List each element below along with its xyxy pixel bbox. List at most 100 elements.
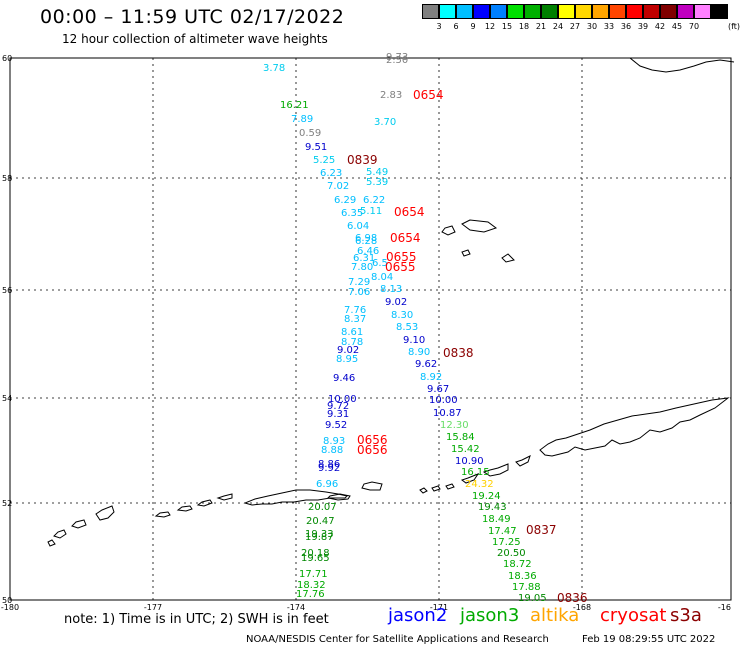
colorbar-swatch [609, 4, 626, 19]
wave-height-label: 16.21 [280, 100, 309, 111]
wave-height-label: 24.32 [465, 479, 494, 490]
wave-height-label: 19.24 [472, 491, 501, 502]
pass-time-label: 0836 [557, 591, 588, 605]
colorbar-swatch [643, 4, 660, 19]
latitude-label: 54 [2, 394, 12, 403]
footer-note: note: 1) Time is in UTC; 2) SWH is in fe… [64, 612, 329, 627]
island-small-a [445, 483, 455, 490]
wave-height-label: 8.88 [321, 445, 343, 456]
island-rat-c [176, 505, 193, 512]
wave-height-label: 20.50 [497, 548, 526, 559]
wave-height-label: 6.04 [347, 221, 369, 232]
colorbar-label: 12 [484, 22, 496, 31]
island-rat-b [196, 499, 213, 507]
wave-height-label: 19.65 [301, 553, 330, 564]
lat-lon-grid [9, 57, 732, 601]
colorbar-label: 30 [586, 22, 598, 31]
wave-height-label: 10.00 [429, 395, 458, 406]
wave-height-label: 18.32 [297, 580, 326, 591]
wave-height-label: 19.43 [478, 502, 507, 513]
wave-height-label: 6.29 [334, 195, 356, 206]
timestamp-text: Feb 19 08:29:55 UTC 2022 [582, 634, 716, 645]
wave-height-label: 5.25 [313, 155, 335, 166]
island-near-a [95, 505, 115, 521]
island-nunivak [461, 219, 498, 233]
longitude-label: -171 [430, 603, 448, 612]
colorbar-label: 27 [569, 22, 581, 31]
wave-height-label: 16.15 [461, 467, 490, 478]
wave-height-label: 8.13 [380, 284, 402, 295]
wave-height-label: 7.89 [291, 114, 313, 125]
colorbar-swatch [711, 4, 728, 19]
wave-height-label: 18.36 [508, 571, 537, 582]
colorbar-label: 36 [620, 22, 632, 31]
wave-height-label: 8.04 [371, 272, 393, 283]
wave-height-label: 9.92 [318, 463, 340, 474]
wave-height-label: 17.47 [488, 526, 517, 537]
longitude-label: -177 [144, 603, 162, 612]
wave-height-label: 8.86 [318, 459, 340, 470]
wave-height-label: 7.76 [344, 305, 366, 316]
wave-height-label: 17.25 [492, 537, 521, 548]
wave-height-label: 5.11 [360, 206, 382, 217]
colorbar-label: 70 [688, 22, 700, 31]
wave-height-label: 8.92 [420, 372, 442, 383]
wave-height-label: 7.29 [348, 277, 370, 288]
colorbar-swatch [490, 4, 507, 19]
pass-time-label: 0656 [357, 433, 388, 447]
wave-height-label: 20.07 [308, 502, 337, 513]
pass-time-label: 0838 [443, 346, 474, 360]
island-umnak [460, 472, 480, 484]
colorbar-label: 33 [603, 22, 615, 31]
map-frame [9, 57, 732, 601]
colorbar-swatch [422, 4, 439, 19]
latitude-label: 58 [2, 174, 12, 183]
wave-height-label: 17.76 [296, 589, 325, 600]
wave-height-label: 17.71 [299, 569, 328, 580]
wave-height-label: 3.78 [263, 63, 285, 74]
wave-height-label: 19.87 [305, 532, 334, 543]
wave-height-label: 2.50 [386, 55, 408, 66]
colorbar-swatch [660, 4, 677, 19]
wave-height-label: 9.73 [386, 52, 408, 63]
colorbar-swatch [626, 4, 643, 19]
wave-height-label: 6.5 [372, 258, 388, 269]
island-near-d [47, 539, 56, 547]
wave-height-label: 9.31 [327, 409, 349, 420]
wave-height-label: 2.83 [380, 90, 402, 101]
island-st-george [461, 249, 471, 257]
wave-height-label: 6.28 [355, 236, 377, 247]
colorbar-unit: (ft) [727, 22, 740, 31]
wave-height-label: 10.87 [433, 408, 462, 419]
wave-height-label: 9.52 [325, 420, 347, 431]
pass-time-label: 0655 [385, 260, 416, 274]
wave-height-label: 9.46 [333, 373, 355, 384]
wave-height-label: 6.22 [363, 195, 385, 206]
latitude-label: 52 [2, 499, 12, 508]
wave-height-label: 6.96 [316, 479, 338, 490]
wave-height-label: 18.72 [503, 559, 532, 570]
wave-height-label: 17.88 [512, 582, 541, 593]
wave-height-label: 6.98 [355, 233, 377, 244]
wave-height-label: 8.30 [391, 310, 413, 321]
wave-height-label: 9.10 [403, 335, 425, 346]
colorbar-swatch [677, 4, 694, 19]
wave-height-label: 10.00 [328, 394, 357, 405]
island-near-c [53, 529, 67, 539]
colorbar-swatch [456, 4, 473, 19]
longitude-label: -180 [1, 603, 19, 612]
latitude-label: 56 [2, 286, 12, 295]
island-near-b [71, 519, 87, 529]
colorbar-label: 24 [552, 22, 564, 31]
longitude-label: -174 [287, 603, 305, 612]
wave-height-label: 9.67 [427, 384, 449, 395]
wave-height-label: 18.49 [482, 514, 511, 525]
colorbar-label: 15 [501, 22, 513, 31]
colorbar-label: 9 [470, 22, 476, 31]
wave-height-label: 20.18 [301, 548, 330, 559]
legend-item-jason2: jason2 [388, 605, 448, 626]
wave-height-label: 6.23 [320, 168, 342, 179]
credit-text: NOAA/NESDIS Center for Satellite Applica… [246, 634, 549, 645]
island-rat-a [216, 493, 233, 501]
